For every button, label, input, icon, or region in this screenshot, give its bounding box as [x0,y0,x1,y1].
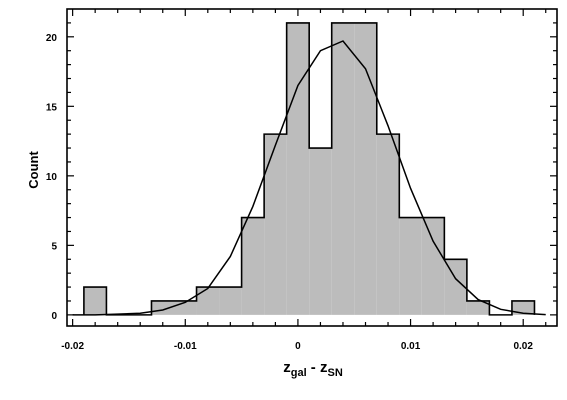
plot-area: -0.02 -0.01 0 0.01 0.02 0 5 10 15 20 [46,8,558,352]
histogram-bar-7 [241,217,265,315]
histogram-bar-12 [354,22,377,315]
histogram-bars [83,22,535,315]
y-axis-label: Count [26,151,41,189]
histogram-bar-16 [444,259,467,315]
y-tick-label-3: 15 [46,102,58,113]
histogram-bar-5 [196,287,220,315]
histogram-bar-10 [309,148,332,315]
y-tick-label-1: 5 [51,241,57,252]
x-tick-label-2: 0 [295,341,301,352]
x-axis-label-sub2: SN [327,367,342,379]
histogram-bar-6 [219,287,242,315]
histogram-bar-9 [286,22,310,315]
x-axis-label-main: z [283,359,291,376]
x-axis-ticks: -0.02 -0.01 0 0.01 0.02 [61,9,547,352]
y-tick-label-0: 0 [51,311,57,322]
histogram-outline [83,22,536,316]
histogram-bar-8 [264,134,287,315]
x-tick-label-1: -0.01 [174,341,197,352]
y-tick-label-2: 10 [46,172,58,183]
x-axis-label: zgal - zSN [283,359,343,379]
histogram-bar-14 [399,217,422,315]
gaussian-fit-curve [72,40,546,316]
histogram-bar-15 [421,217,445,315]
histogram-bar-11 [331,22,355,315]
y-tick-label-4: 20 [46,33,58,44]
histogram-bar-13 [376,134,400,315]
x-tick-label-4: 0.02 [513,341,533,352]
x-axis-label-sub1: gal [291,367,307,379]
histogram-bar-19 [511,300,535,315]
y-axis-ticks: 0 5 10 15 20 [46,22,557,322]
histogram-bar-17 [466,300,490,315]
x-tick-label-3: 0.01 [401,341,421,352]
plot-frame [66,8,558,327]
histogram-bar-0 [83,287,107,315]
x-tick-label-0: -0.02 [61,341,84,352]
x-axis-label-mid: - z [307,359,328,376]
